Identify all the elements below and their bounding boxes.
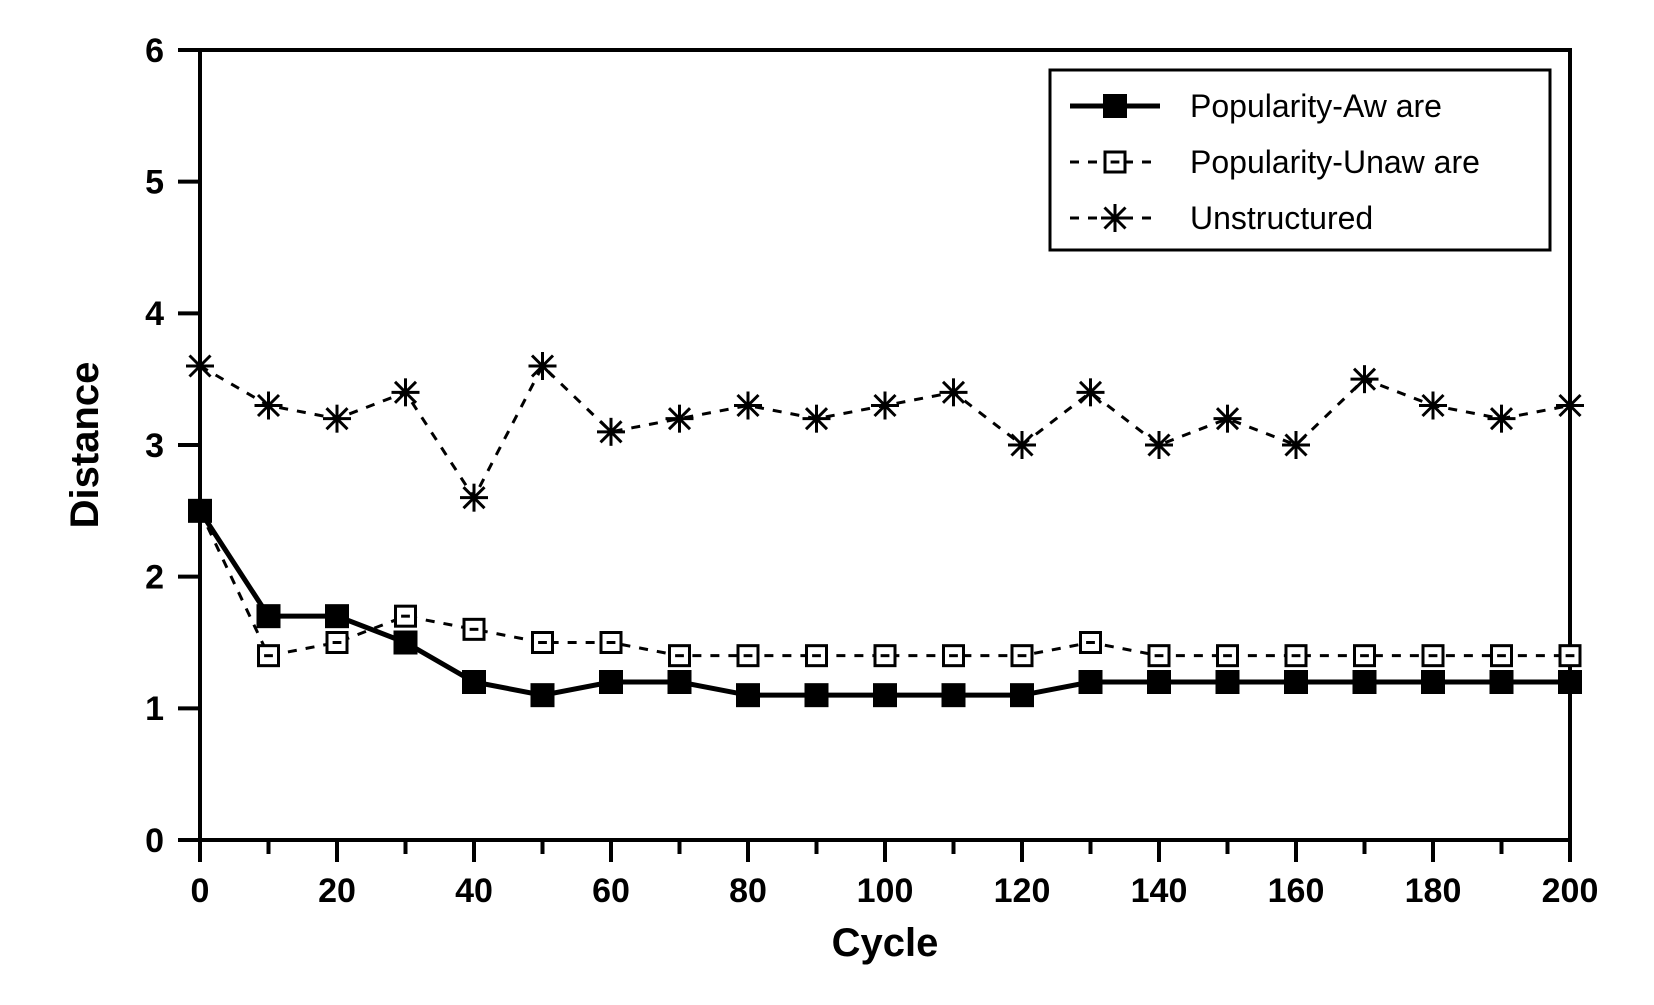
- legend-label: Popularity-Unaw are: [1190, 144, 1480, 180]
- y-tick-label: 3: [145, 427, 164, 465]
- x-tick-label: 80: [729, 872, 767, 910]
- x-tick-label: 40: [455, 872, 493, 910]
- x-tick-label: 20: [318, 872, 356, 910]
- y-tick-label: 1: [145, 690, 164, 728]
- distance-vs-cycle-chart: 0 20 40 60 80 100 120 140 160 180 200 0 1 2 3 4 5 6 Cycle D…: [0, 0, 1654, 1005]
- y-axis-label: Distance: [63, 362, 107, 529]
- y-tick-label: 6: [145, 32, 164, 70]
- x-tick-label: 100: [857, 872, 914, 910]
- x-tick-label: 200: [1542, 872, 1599, 910]
- x-tick-label: 140: [1131, 872, 1188, 910]
- x-tick-label: 180: [1405, 872, 1462, 910]
- legend-label: Unstructured: [1190, 200, 1373, 236]
- y-tick-label: 2: [145, 559, 164, 597]
- x-axis-label: Cycle: [832, 921, 939, 965]
- y-tick-label: 0: [145, 822, 164, 860]
- y-tick-label: 4: [145, 295, 164, 333]
- legend: Popularity-Aw are Popularity-Unaw are Unst…: [1050, 70, 1550, 250]
- legend-label: Popularity-Aw are: [1190, 88, 1442, 124]
- x-tick-label: 0: [191, 872, 210, 910]
- x-tick-label: 120: [994, 872, 1051, 910]
- y-tick-label: 5: [145, 164, 164, 202]
- x-tick-label: 60: [592, 872, 630, 910]
- x-tick-label: 160: [1268, 872, 1325, 910]
